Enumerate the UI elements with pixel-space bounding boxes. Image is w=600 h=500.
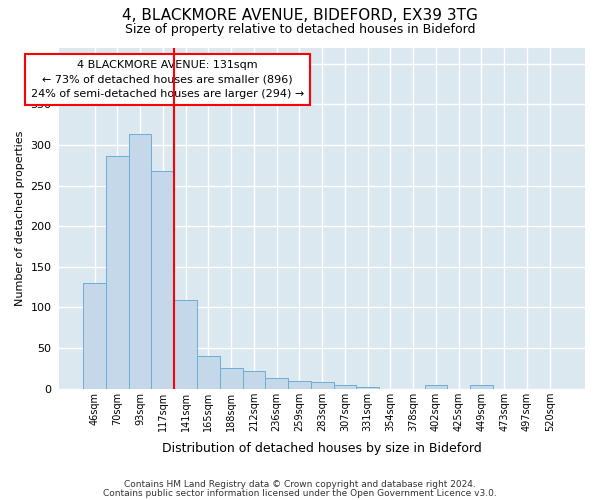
Bar	[425, 386, 448, 388]
Bar	[265, 378, 288, 388]
Text: 4 BLACKMORE AVENUE: 131sqm
← 73% of detached houses are smaller (896)
24% of sem: 4 BLACKMORE AVENUE: 131sqm ← 73% of deta…	[31, 60, 304, 100]
Bar	[174, 300, 197, 388]
Bar	[151, 171, 174, 388]
Bar	[288, 380, 311, 388]
Bar	[83, 283, 106, 389]
Bar	[470, 384, 493, 388]
Y-axis label: Number of detached properties: Number of detached properties	[15, 130, 25, 306]
Bar	[356, 387, 379, 388]
Bar	[197, 356, 220, 388]
Text: Contains public sector information licensed under the Open Government Licence v3: Contains public sector information licen…	[103, 489, 497, 498]
Text: Size of property relative to detached houses in Bideford: Size of property relative to detached ho…	[125, 22, 475, 36]
Text: 4, BLACKMORE AVENUE, BIDEFORD, EX39 3TG: 4, BLACKMORE AVENUE, BIDEFORD, EX39 3TG	[122, 8, 478, 22]
Bar	[334, 384, 356, 388]
Text: Contains HM Land Registry data © Crown copyright and database right 2024.: Contains HM Land Registry data © Crown c…	[124, 480, 476, 489]
Bar	[242, 371, 265, 388]
Bar	[220, 368, 242, 388]
Bar	[129, 134, 151, 388]
Bar	[311, 382, 334, 388]
X-axis label: Distribution of detached houses by size in Bideford: Distribution of detached houses by size …	[162, 442, 482, 455]
Bar	[106, 156, 129, 388]
